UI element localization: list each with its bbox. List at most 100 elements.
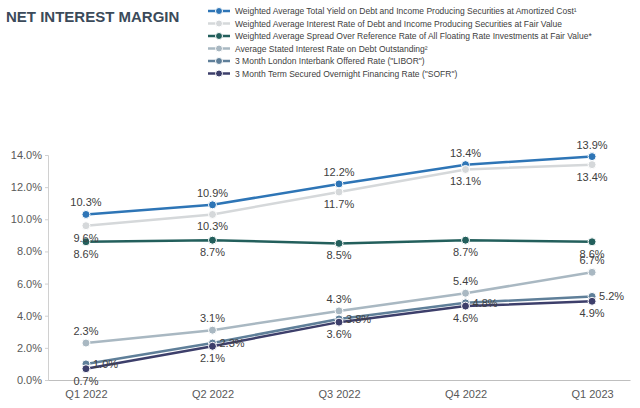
data-label: 3.8%: [346, 313, 371, 325]
data-label: 2.3%: [73, 325, 98, 337]
data-label: 3.1%: [200, 312, 225, 324]
data-label: 9.6%: [73, 232, 98, 244]
legend-label: 3 Month Term Secured Overnight Financing…: [235, 69, 457, 79]
series-marker: [82, 365, 90, 373]
x-tick-label: Q1 2022: [65, 388, 107, 400]
y-tick-mark: [45, 316, 48, 317]
series-marker: [335, 239, 343, 247]
y-tick: 12.0%: [11, 181, 48, 193]
data-label: 10.3%: [70, 196, 101, 208]
legend: Weighted Average Total Yield on Debt and…: [208, 6, 592, 79]
data-label: 8.7%: [453, 246, 478, 258]
series-marker: [335, 307, 343, 315]
data-label: 13.9%: [576, 139, 607, 151]
y-tick-label: 4.0%: [17, 310, 42, 322]
y-tick: 10.0%: [11, 213, 48, 225]
data-label: 8.5%: [326, 249, 351, 261]
data-label: 8.6%: [73, 248, 98, 260]
series-marker: [208, 342, 216, 350]
y-tick-label: 10.0%: [11, 213, 42, 225]
data-label: 5.4%: [453, 275, 478, 287]
data-label: 5.2%: [599, 290, 624, 302]
legend-item: Weighted Average Total Yield on Debt and…: [208, 6, 577, 16]
y-tick-mark: [45, 155, 48, 156]
legend-marker: [216, 70, 223, 77]
y-tick-label: 2.0%: [17, 342, 42, 354]
legend-label: Weighted Average Total Yield on Debt and…: [235, 6, 577, 16]
data-label: 10.9%: [197, 187, 228, 199]
data-label: 13.4%: [576, 171, 607, 183]
data-label: 12.2%: [323, 166, 354, 178]
data-label: 4.9%: [580, 307, 605, 319]
data-label: 4.6%: [453, 312, 478, 324]
series-marker: [335, 318, 343, 326]
y-tick-label: 0.0%: [17, 374, 42, 386]
y-tick-mark: [45, 219, 48, 220]
series-marker: [335, 188, 343, 196]
series-line: [86, 272, 592, 343]
x-tick: Q1 2023: [571, 380, 613, 400]
legend-marker: [216, 33, 223, 40]
data-label: 10.3%: [197, 220, 228, 232]
series-marker: [82, 222, 90, 230]
series-marker: [208, 210, 216, 218]
series-marker: [588, 153, 596, 161]
data-label: 2.1%: [200, 352, 225, 364]
data-labels: 10.3% 10.9% 12.2% 13.4% 13.9% 9.6% 10.3% 11.7% 1…: [70, 139, 624, 387]
series-marker: [588, 268, 596, 276]
series-marker: [208, 201, 216, 209]
plot-area: [82, 153, 596, 373]
y-tick-label: 12.0%: [11, 181, 42, 193]
y-axis: 0.0% 2.0% 4.0% 6.0% 8.0% 10.0% 12.0% 14.0%: [11, 149, 49, 386]
series-marker: [588, 161, 596, 169]
series-marker: [588, 238, 596, 246]
x-tick-label: Q4 2022: [445, 388, 487, 400]
x-tick-label: Q3 2022: [318, 388, 360, 400]
legend-item: Weighted Average Interest Rate of Debt a…: [208, 19, 562, 29]
x-tick: Q3 2022: [318, 380, 360, 400]
series-line: [86, 296, 592, 364]
x-tick-label: Q2 2022: [192, 388, 234, 400]
series-line: [86, 157, 592, 215]
series-marker: [208, 326, 216, 334]
title: NET INTEREST MARGIN: [6, 8, 179, 25]
data-label: 3.6%: [326, 328, 351, 340]
chart: NET INTEREST MARGIN 0.0% 2.0% 4.0% 6.0% 8.0% 1…: [0, 0, 640, 408]
x-tick: Q4 2022: [445, 380, 487, 400]
series-marker: [82, 210, 90, 218]
x-tick-label: Q1 2023: [571, 388, 613, 400]
series-marker: [462, 165, 470, 173]
y-tick-mark: [45, 348, 48, 349]
series-marker: [208, 236, 216, 244]
y-tick: 4.0%: [17, 310, 48, 322]
data-label: 0.7%: [73, 375, 98, 387]
series-marker: [462, 302, 470, 310]
data-label: 4.3%: [326, 293, 351, 305]
y-axis-line: [45, 156, 49, 381]
data-label: 11.7%: [324, 198, 355, 210]
legend-item: 3 Month London Interbank Offered Rate ("…: [208, 56, 425, 66]
legend-label: Average Stated Interest Rate on Debt Out…: [235, 44, 428, 54]
y-tick: 6.0%: [17, 278, 48, 290]
legend-marker: [216, 45, 223, 52]
y-tick: 0.0%: [17, 374, 48, 386]
legend-item: 3 Month Term Secured Overnight Financing…: [208, 69, 457, 79]
y-tick-label: 14.0%: [11, 149, 42, 161]
x-axis: Q1 2022 Q2 2022 Q3 2022 Q4 2022 Q1 2023: [49, 380, 631, 400]
y-tick-label: 6.0%: [17, 278, 42, 290]
data-label: 6.7%: [580, 254, 605, 266]
y-tick: 8.0%: [17, 245, 48, 257]
legend-item: Weighted Average Spread Over Reference R…: [208, 31, 592, 41]
x-tick: Q2 2022: [192, 380, 234, 400]
x-axis-line: [49, 380, 631, 381]
series-marker: [462, 236, 470, 244]
data-label: 2.3%: [219, 337, 244, 349]
y-tick-mark: [45, 284, 48, 285]
data-label: 13.1%: [450, 175, 481, 187]
legend-marker: [216, 58, 223, 65]
legend-item: Average Stated Interest Rate on Debt Out…: [208, 44, 428, 54]
data-label: 1.0%: [93, 358, 118, 370]
y-tick-mark: [45, 187, 48, 188]
legend-label: Weighted Average Spread Over Reference R…: [235, 31, 592, 41]
y-tick: 2.0%: [17, 342, 48, 354]
